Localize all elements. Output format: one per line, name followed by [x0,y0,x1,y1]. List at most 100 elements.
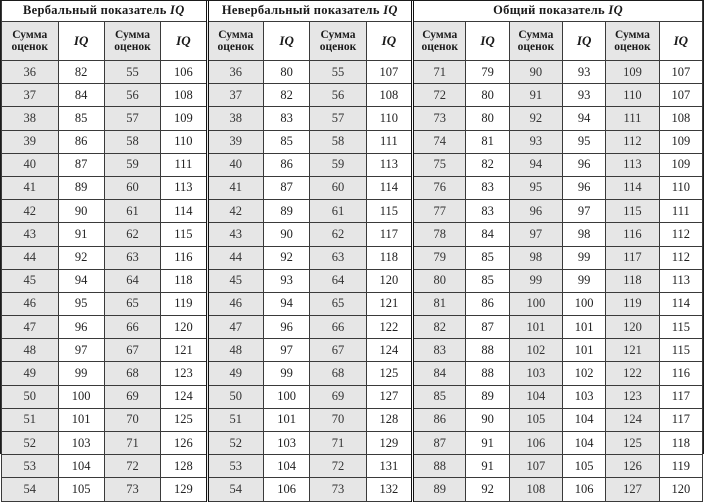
cell-sum-of-scores: 71 [411,59,467,85]
cell-sum-of-scores: 42 [1,199,59,224]
group-header-total: Общий показатель IQ [411,1,703,22]
cell-sum-of-scores: 101 [508,315,564,340]
column-header-sum-line1: Сумма [614,28,650,41]
cell-sum-of-scores: 90 [508,59,564,85]
group-title-total-text: Общий показатель [493,3,609,18]
cell-sum-of-scores: 72 [103,454,162,479]
cell-iq: 116 [160,245,208,270]
cell-iq: 114 [658,291,704,317]
cell-iq: 104 [562,407,607,433]
cell-sum-of-scores: 43 [205,222,265,247]
column-header-sum-of-scores: Сумма оценок [309,21,367,61]
cell-sum-of-scores: 52 [1,430,59,456]
table-row: 39 86 58 110 39 85 58 111 74 81 93 95 112 109 [1,129,704,154]
table-row: 41 89 60 113 41 87 60 114 76 83 95 96 114 110 [1,175,704,201]
cell-iq: 115 [658,338,704,363]
cell-sum-of-scores: 121 [605,338,660,363]
table-row: 45 94 64 118 45 93 64 120 80 85 99 99 118 113 [1,268,704,293]
cell-iq: 89 [465,384,510,409]
table-row: 53 104 72 128 53 104 72 131 88 91 107 105 126 119 [1,454,704,479]
cell-sum-of-scores: 44 [205,245,265,270]
cell-sum-of-scores: 47 [1,315,59,340]
cell-iq: 88 [465,338,510,363]
cell-sum-of-scores: 45 [205,268,265,293]
cell-sum-of-scores: 60 [309,175,367,201]
cell-sum-of-scores: 98 [508,245,564,270]
column-header-sum-line2: оценок [517,41,555,53]
cell-sum-of-scores: 49 [1,361,59,386]
cell-iq: 105 [57,477,105,502]
cell-iq: 87 [465,315,510,340]
cell-sum-of-scores: 63 [103,245,162,270]
table-row: 36 82 55 106 36 80 55 107 71 79 90 93 109 107 [1,59,704,85]
cell-sum-of-scores: 120 [605,315,660,340]
cell-iq: 107 [658,83,704,108]
cell-sum-of-scores: 36 [1,59,59,85]
cell-iq: 119 [160,291,208,317]
table-row: 49 99 68 123 49 99 68 125 84 88 103 102 122 116 [1,361,704,386]
cell-iq: 95 [562,129,607,154]
cell-sum-of-scores: 119 [605,291,660,317]
cell-iq: 82 [465,152,510,177]
cell-iq: 108 [365,83,414,108]
group-title-verbal-text: Вербальный показатель [22,3,171,18]
cell-sum-of-scores: 100 [508,291,564,317]
cell-sum-of-scores: 116 [605,222,660,247]
group-header-nonverbal: Невербальный показатель IQ [205,1,414,22]
group-title-nonverbal-text: Невербальный показатель [221,3,384,18]
cell-sum-of-scores: 36 [205,59,265,85]
cell-iq: 99 [562,245,607,270]
cell-sum-of-scores: 43 [1,222,59,247]
cell-iq: 124 [160,384,208,409]
cell-iq: 94 [57,268,105,293]
table-row: 48 97 67 121 48 97 67 124 83 88 102 101 121 115 [1,338,704,363]
table-row: 37 84 56 108 37 82 56 108 72 80 91 93 110 107 [1,83,704,108]
cell-sum-of-scores: 69 [103,384,162,409]
cell-iq: 99 [562,268,607,293]
cell-sum-of-scores: 102 [508,338,564,363]
cell-iq: 97 [57,338,105,363]
cell-iq: 118 [160,268,208,293]
cell-sum-of-scores: 39 [205,129,265,154]
group-header-verbal: Вербальный показатель IQ [1,1,208,22]
cell-sum-of-scores: 112 [605,129,660,154]
cell-iq: 101 [57,407,105,433]
cell-sum-of-scores: 85 [411,384,467,409]
sub-header-row: Сумма оценок IQ Сумма оценок IQ Сумма оценок IQ С… [1,21,704,61]
cell-sum-of-scores: 42 [205,199,265,224]
cell-sum-of-scores: 64 [103,268,162,293]
column-header-sum-line1: Сумма [320,28,356,41]
cell-iq: 126 [160,430,208,456]
cell-iq: 112 [658,222,704,247]
cell-iq: 101 [263,407,311,433]
column-header-sum-line1: Сумма [218,28,254,41]
cell-sum-of-scores: 59 [309,152,367,177]
cell-sum-of-scores: 38 [205,106,265,131]
column-header-sum-line2: оценок [217,41,254,53]
cell-iq: 94 [562,106,607,131]
table-row: 40 87 59 111 40 86 59 113 75 82 94 96 113 109 [1,152,704,177]
cell-iq: 114 [365,175,414,201]
cell-iq: 93 [263,268,311,293]
cell-iq: 113 [658,268,704,293]
cell-iq: 131 [365,454,414,479]
cell-iq: 111 [658,199,704,224]
cell-sum-of-scores: 78 [411,222,467,247]
cell-iq: 108 [160,83,208,108]
cell-sum-of-scores: 80 [411,268,467,293]
cell-sum-of-scores: 56 [103,83,162,108]
cell-iq: 120 [365,268,414,293]
cell-iq: 104 [263,454,311,479]
cell-iq: 91 [465,454,510,479]
cell-sum-of-scores: 86 [411,407,467,433]
cell-sum-of-scores: 106 [508,430,564,456]
cell-iq: 119 [658,454,704,479]
cell-sum-of-scores: 96 [508,199,564,224]
cell-sum-of-scores: 47 [205,315,265,340]
cell-sum-of-scores: 72 [309,454,367,479]
cell-iq: 83 [263,106,311,131]
cell-iq: 110 [160,129,208,154]
cell-sum-of-scores: 62 [309,222,367,247]
cell-sum-of-scores: 50 [1,384,59,409]
cell-iq: 104 [562,430,607,456]
